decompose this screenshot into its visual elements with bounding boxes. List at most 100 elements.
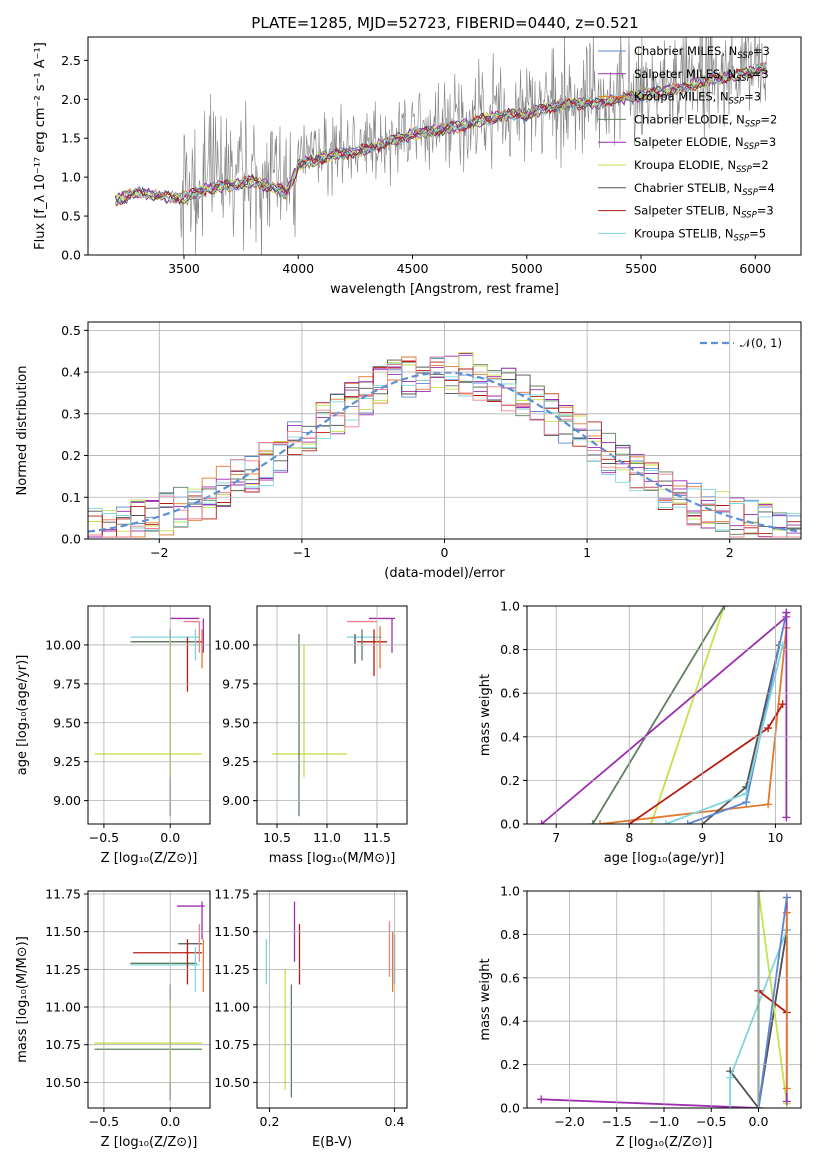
- axes-frame: [256, 890, 408, 1109]
- y-tick-label: 0.2: [61, 448, 81, 463]
- axes-frame: [87, 605, 211, 825]
- y-tick-label: 0.5: [61, 323, 81, 338]
- y-axis-label: mass [log₁₀(M/M⊙)]: [15, 936, 30, 1063]
- series-line: [115, 62, 767, 206]
- panel-age-vs-z: −0.5 0.0 9.00 9.25 9.50 9.75 10.00 Z [log₁₀(Z/Z…: [15, 605, 211, 866]
- x-axis-label: (data-model)/error: [384, 566, 505, 581]
- x-tick-label: −2: [150, 545, 168, 560]
- x-axis-label: Z [log₁₀(Z/Z⊙)]: [616, 1135, 713, 1150]
- weight-marker: [742, 789, 751, 798]
- y-tick-label: 0.3: [61, 406, 81, 421]
- plot-area: [265, 901, 396, 1098]
- legend: 𝒩(0, 1): [700, 336, 782, 350]
- y-tick-label: 11.50: [214, 924, 250, 939]
- y-tick-label: 0.0: [61, 248, 81, 263]
- y-tick-label: 9.75: [222, 676, 250, 691]
- weight-marker: [764, 800, 773, 809]
- y-axis-label: Normed distribution: [15, 366, 30, 496]
- y-tick-label: 0.8: [500, 642, 520, 657]
- y-tick-label: 11.75: [45, 887, 81, 902]
- legend-label: 𝒩(0, 1): [740, 336, 782, 350]
- y-tick-label: 10.50: [45, 1075, 81, 1090]
- x-tick-label: −0.5: [696, 1114, 726, 1129]
- x-tick-label: 7: [552, 830, 560, 845]
- plot-area: [537, 606, 791, 824]
- y-axis-label: mass weight: [478, 958, 493, 1040]
- x-axis-label: wavelength [Angstrom, rest frame]: [330, 282, 559, 297]
- panel-massweight-vs-age: 7 8 9 10 0.0 0.2 0.4 0.6 0.8 1.0 age [log₁₀(age/yr…: [478, 599, 802, 866]
- axes-frame: [256, 605, 408, 825]
- y-tick-label: 2.5: [61, 53, 81, 68]
- y-tick-label: 0.4: [500, 1014, 520, 1029]
- weight-marker: [782, 1097, 791, 1106]
- y-axis-label: mass weight: [478, 674, 493, 756]
- weight-marker: [782, 813, 791, 822]
- y-tick-label: 1.5: [61, 131, 81, 146]
- x-tick-label: 2: [726, 545, 734, 560]
- x-axis-label: mass [log₁₀(M/M⊙)]: [269, 851, 396, 866]
- x-tick-label: 10.5: [263, 830, 291, 845]
- y-tick-label: 9.50: [53, 715, 81, 730]
- y-tick-label: 0.2: [500, 773, 520, 788]
- legend-label: Salpeter MILES, NSSP=3: [634, 67, 769, 84]
- y-tick-label: 0.2: [500, 1057, 520, 1072]
- panel-mass-vs-ebv: 0.2 0.4 10.50 10.75 11.00 11.25 11.50 11.75 E(B-…: [214, 887, 408, 1150]
- y-tick-label: 1.0: [500, 599, 520, 614]
- x-tick-label: −1.0: [649, 1114, 679, 1129]
- panel-residuals: −2 −1 0 1 2 0.0 0.1 0.2 0.3 0.4 0.5 (data-model)/er…: [15, 321, 802, 581]
- y-axis-label: Flux [f_λ 10⁻¹⁷ erg cm⁻² s⁻¹ A⁻¹]: [33, 42, 48, 250]
- weight-line: [541, 616, 787, 824]
- x-tick-label: 0.0: [160, 830, 180, 845]
- y-tick-label: 0.1: [61, 490, 81, 505]
- legend-label: Chabrier MILES, NSSP=3: [634, 44, 770, 61]
- y-tick-label: 0.0: [500, 1101, 520, 1116]
- weight-marker: [778, 700, 787, 709]
- weight-marker: [782, 893, 791, 902]
- weight-marker: [726, 1073, 735, 1082]
- x-tick-label: 3500: [168, 261, 200, 276]
- weight-marker: [537, 1095, 546, 1104]
- weight-marker: [537, 820, 546, 824]
- y-tick-label: 0.8: [500, 927, 520, 942]
- y-tick-label: 11.00: [45, 1000, 81, 1015]
- x-tick-label: −2.0: [554, 1114, 584, 1129]
- legend: Chabrier MILES, NSSP=3 Salpeter MILES, NS…: [598, 44, 777, 243]
- weight-marker: [778, 641, 787, 650]
- weight-marker: [782, 1084, 791, 1093]
- legend-label: Salpeter STELIB, NSSP=3: [634, 204, 774, 221]
- series-line: [114, 66, 767, 205]
- x-tick-label: 4500: [397, 261, 429, 276]
- panel-spectrum: 3500 4000 4500 5000 5500 6000 0.0 0.5 1.0 1.5 2.0 2…: [33, 36, 802, 297]
- weight-line: [729, 929, 788, 1108]
- axes-frame: [87, 321, 802, 540]
- x-tick-label: −1.5: [602, 1114, 632, 1129]
- series-line: [115, 61, 767, 205]
- legend-label: Chabrier STELIB, NSSP=4: [634, 181, 775, 198]
- panel-massweight-vs-z: −2.0 −1.5 −1.0 −0.5 0.0 0.0 0.2 0.4 0.6 0.8 1.0 Z […: [478, 884, 802, 1150]
- y-tick-label: 1.0: [500, 884, 520, 899]
- y-tick-label: 10.75: [214, 1037, 250, 1052]
- y-tick-label: 9.75: [53, 676, 81, 691]
- weight-marker: [661, 820, 670, 824]
- plot-area: [272, 617, 395, 817]
- weight-marker: [683, 820, 692, 824]
- y-tick-label: 2.0: [61, 92, 81, 107]
- y-tick-label: 0.6: [500, 970, 520, 985]
- y-tick-label: 11.25: [45, 962, 81, 977]
- y-tick-label: 9.00: [53, 793, 81, 808]
- x-tick-label: 0.2: [260, 1114, 280, 1129]
- x-tick-label: 4000: [282, 261, 314, 276]
- x-tick-label: 0: [441, 545, 449, 560]
- weight-marker: [782, 608, 791, 617]
- x-axis-label: Z [log₁₀(Z/Z⊙)]: [101, 1135, 198, 1150]
- legend-label: Chabrier ELODIE, NSSP=2: [634, 112, 777, 129]
- x-tick-label: 0.0: [160, 1114, 180, 1129]
- weight-marker: [596, 820, 605, 824]
- y-tick-label: 0.5: [61, 209, 81, 224]
- weight-line: [665, 644, 784, 824]
- axes-frame: [526, 890, 802, 1109]
- x-axis-label: age [log₁₀(age/yr)]: [604, 851, 725, 866]
- y-tick-label: 9.00: [222, 793, 250, 808]
- y-tick-label: 11.50: [45, 924, 81, 939]
